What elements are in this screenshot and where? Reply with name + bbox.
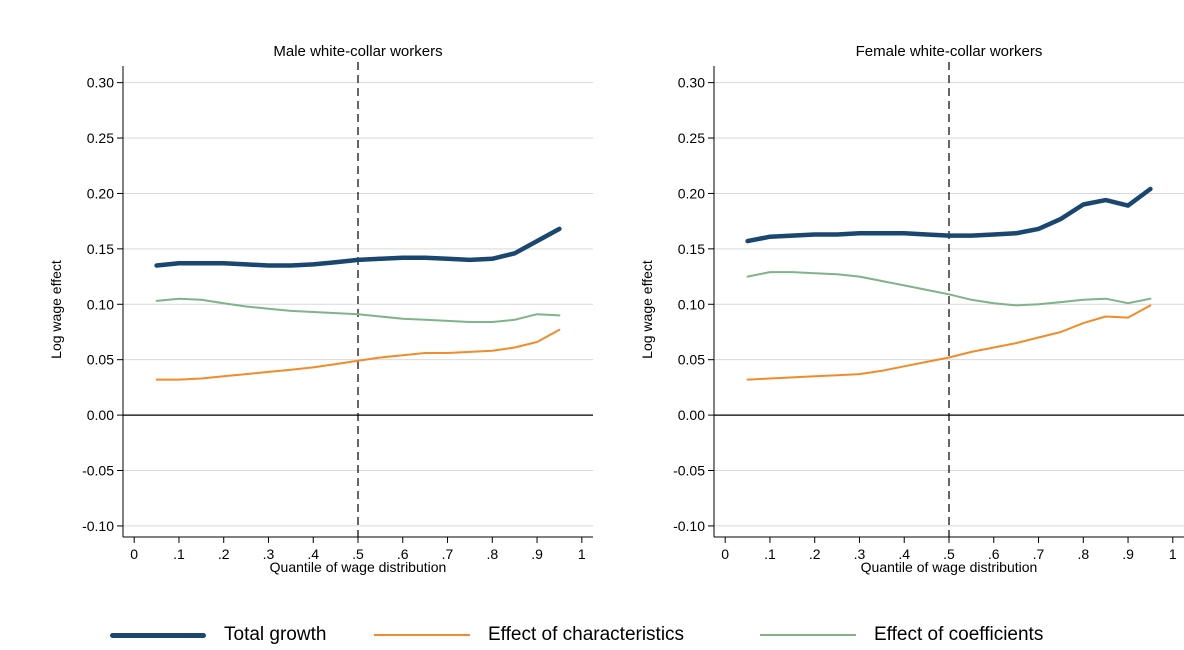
legend-swatch-total-growth xyxy=(110,632,206,638)
legend-swatch-coefficients xyxy=(760,634,856,636)
legend-item-characteristics: Effect of characteristics xyxy=(374,620,684,650)
x-tick-label: 1 xyxy=(578,546,586,562)
x-tick-label: .5 xyxy=(352,546,364,562)
x-tick-label: .8 xyxy=(486,546,498,562)
x-tick-label: .9 xyxy=(1122,546,1134,562)
series-line-coefficients xyxy=(746,271,1152,307)
chart-panel-2: -0.10 -0.05 0.00 0.05 0.10 0.15 0.20 0.25 0.30 0.… xyxy=(639,43,1184,575)
y-tick-label: -0.10 xyxy=(673,518,705,534)
y-tick-label: 0.05 xyxy=(678,352,705,368)
x-tick-label: .6 xyxy=(397,546,409,562)
y-tick-label: 0.00 xyxy=(87,407,114,423)
x-tick-label: .5 xyxy=(943,546,955,562)
legend-swatch-characteristics xyxy=(374,634,470,636)
y-tick-label: -0.05 xyxy=(82,463,114,479)
chart-title: Male white-collar workers xyxy=(273,43,442,60)
legend-label-characteristics: Effect of characteristics xyxy=(488,624,685,645)
x-tick-label: .1 xyxy=(173,546,185,562)
x-tick-label: .1 xyxy=(764,546,776,562)
legend-label-total-growth: Total growth xyxy=(224,624,327,645)
y-tick-label: 0.10 xyxy=(87,296,114,312)
charts-svg: -0.10-0.050.000.050.100.150.200.250.300.… xyxy=(48,43,1184,575)
chart-title: Female white-collar workers xyxy=(856,43,1043,60)
y-tick-label: 0.20 xyxy=(87,185,114,201)
y-tick-label: 0.15 xyxy=(87,241,114,257)
x-tick-label: .4 xyxy=(898,546,910,562)
legend: Total growth Effect of characteristics E… xyxy=(0,620,1184,650)
x-tick-label: .9 xyxy=(531,546,543,562)
x-tick-label: .8 xyxy=(1077,546,1089,562)
x-tick-label: .7 xyxy=(1033,546,1045,562)
y-tick-label: 0.20 xyxy=(678,185,705,201)
x-tick-label: .7 xyxy=(442,546,454,562)
legend-item-coefficients: Effect of coefficients xyxy=(760,620,1043,650)
chart-panel-1: -0.10 -0.05 0.00 0.05 0.10 0.15 0.20 0.25 0.30 0.… xyxy=(48,43,593,575)
x-tick-label: .3 xyxy=(854,546,866,562)
x-axis-label: Quantile of wage distribution xyxy=(270,559,447,575)
y-tick-label: -0.05 xyxy=(673,463,705,479)
series-line-characteristics xyxy=(155,328,561,381)
x-axis-label: Quantile of wage distribution xyxy=(861,559,1038,575)
x-tick-label: .4 xyxy=(307,546,319,562)
x-tick-label: .2 xyxy=(218,546,230,562)
y-axis-label: Log wage effect xyxy=(639,260,655,359)
x-tick-label: 0 xyxy=(721,546,729,562)
y-tick-label: 0.05 xyxy=(87,352,114,368)
y-tick-label: 0.00 xyxy=(678,407,705,423)
series-line-total-growth xyxy=(745,186,1153,244)
x-tick-label: 0 xyxy=(130,546,138,562)
legend-item-total-growth: Total growth xyxy=(110,620,326,650)
y-tick-label: 0.25 xyxy=(678,130,705,146)
x-tick-label: .2 xyxy=(809,546,821,562)
y-tick-label: 0.15 xyxy=(678,241,705,257)
x-tick-label: 1 xyxy=(1169,546,1177,562)
x-tick-label: .6 xyxy=(988,546,1000,562)
y-tick-label: 0.10 xyxy=(678,296,705,312)
y-tick-label: 0.25 xyxy=(87,130,114,146)
legend-label-coefficients: Effect of coefficients xyxy=(874,624,1044,645)
y-tick-label: -0.10 xyxy=(82,518,114,534)
series-line-coefficients xyxy=(155,297,561,323)
y-tick-label: 0.30 xyxy=(678,75,705,91)
x-tick-label: .3 xyxy=(263,546,275,562)
series-line-total-growth xyxy=(154,226,562,268)
series-line-characteristics xyxy=(746,304,1152,381)
y-tick-label: 0.30 xyxy=(87,75,114,91)
y-axis-label: Log wage effect xyxy=(48,260,64,359)
